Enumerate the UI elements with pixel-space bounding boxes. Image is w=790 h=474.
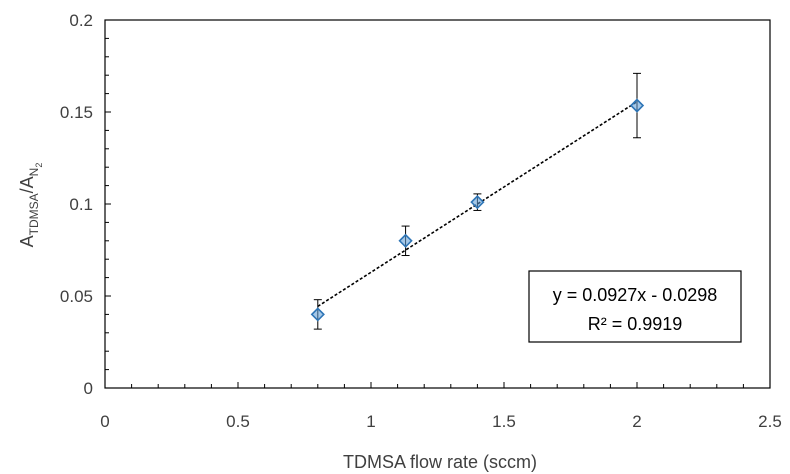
x-axis-title: TDMSA flow rate (sccm) — [343, 452, 537, 472]
y-axis-title-sub-a: TDMSA — [27, 193, 41, 235]
y-axis-title-main-b: A — [17, 176, 37, 188]
x-tick-label: 0.5 — [226, 412, 250, 431]
data-point — [310, 307, 325, 322]
trendline-group — [317, 101, 638, 308]
equation-box-frame — [528, 270, 742, 343]
y-tick-label: 0.1 — [69, 195, 93, 214]
y-tick-label: 0 — [84, 379, 93, 398]
x-tick-label: 1.5 — [492, 412, 516, 431]
x-tick-label: 2.5 — [758, 412, 782, 431]
y-axis-title-main-a: A — [17, 235, 37, 247]
equation-text: y = 0.0927x - 0.0298 — [553, 285, 718, 305]
y-tick-label: 0.05 — [60, 287, 93, 306]
y-axis-title-subsub-b: 2 — [34, 163, 44, 168]
equation-box: y = 0.0927x - 0.0298 R² = 0.9919 — [528, 270, 742, 343]
ticks: 0 0.05 0.1 0.15 0.2 0 0.5 1 1.5 2 2.5 — [60, 11, 782, 431]
trendline — [317, 101, 638, 308]
y-axis-title: ATDMSA/AN2 — [17, 163, 44, 248]
r-squared-text: R² = 0.9919 — [588, 314, 683, 334]
x-tick-label: 2 — [632, 412, 641, 431]
data-point — [470, 195, 485, 210]
y-axis-title-slash: / — [17, 188, 37, 193]
x-tick-label: 0 — [100, 412, 109, 431]
y-tick-label: 0.15 — [60, 103, 93, 122]
y-tick-label: 0.2 — [69, 11, 93, 30]
x-tick-label: 1 — [366, 412, 375, 431]
data-point — [629, 98, 645, 113]
data-point — [398, 233, 413, 248]
data-points — [310, 72, 645, 330]
y-axis-title-sub-b: N — [27, 168, 41, 177]
